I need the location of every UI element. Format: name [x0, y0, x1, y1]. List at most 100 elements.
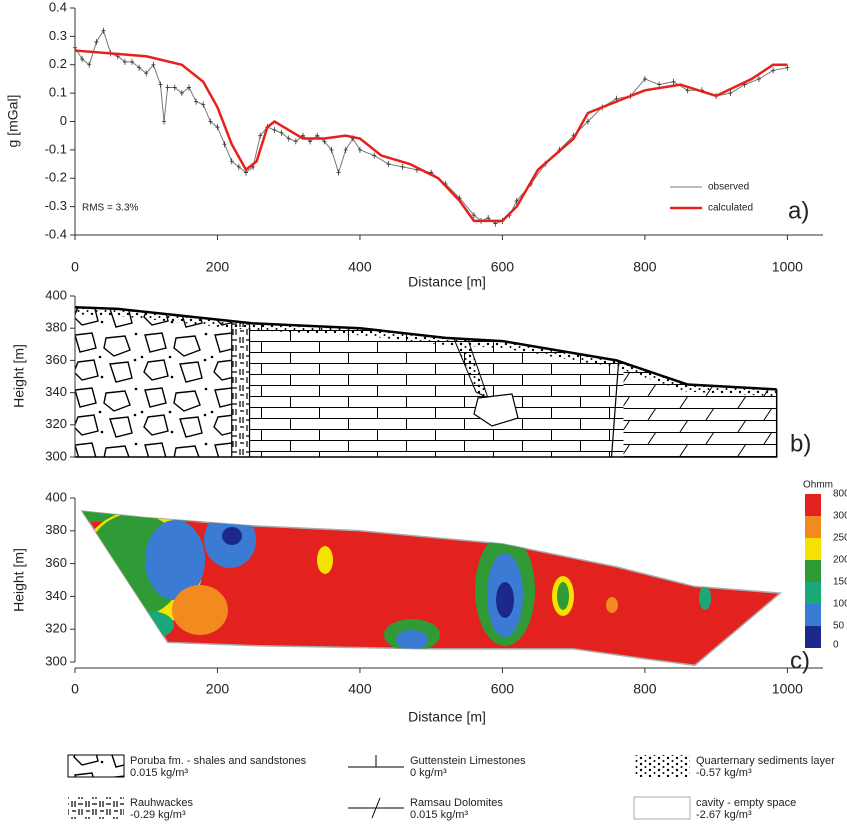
data-point: [642, 75, 647, 82]
data-point: [771, 67, 776, 74]
legend-density: 0.015 kg/m³: [130, 767, 188, 779]
geologic-unit: [249, 307, 624, 457]
x-tick-label: 600: [491, 259, 515, 275]
legend-label: Poruba fm. - shales and sandstones: [130, 755, 307, 767]
data-point: [400, 163, 405, 170]
x-axis-label: Distance [m]: [408, 274, 486, 290]
y-tick-label: 300: [45, 448, 67, 463]
legend-symbols: [67, 754, 691, 820]
data-point: [258, 132, 263, 139]
data-point: [343, 146, 348, 153]
x-tick-label: 0: [71, 259, 79, 275]
legend-label: Guttenstein Limestones: [410, 755, 526, 767]
data-point: [279, 129, 284, 136]
panel-label: b): [790, 430, 811, 457]
data-point: [179, 90, 184, 97]
y-axis-label: g [mGal]: [5, 95, 21, 148]
y-tick-label: 320: [45, 621, 67, 636]
data-point: [129, 58, 134, 65]
legend-density: -0.29 kg/m³: [130, 809, 186, 821]
data-point: [73, 44, 77, 51]
data-point: [172, 84, 177, 91]
annotation: RMS = 3.3%: [82, 203, 139, 214]
x-tick-label: 0: [71, 681, 79, 697]
y-tick-label: 0.1: [49, 85, 67, 100]
data-point: [514, 197, 519, 204]
y-tick-label: 0.2: [49, 56, 67, 71]
data-point: [162, 118, 167, 125]
y-tick-label: 360: [45, 352, 67, 367]
legend-label: Rauhwackes: [130, 797, 193, 809]
colorbar-band: [805, 538, 821, 560]
x-tick-label: 800: [633, 681, 657, 697]
section-outline: [75, 389, 778, 458]
y-tick-label: 320: [45, 416, 67, 431]
colorbar-label: 150: [833, 577, 847, 588]
data-point: [357, 146, 362, 153]
data-point: [671, 78, 676, 85]
x-tick-label: 1000: [772, 259, 803, 275]
legend-density: 0.015 kg/m³: [410, 809, 468, 821]
colorbar-label: 300: [833, 511, 847, 522]
data-point: [137, 64, 142, 71]
colorbar-label: 800: [833, 489, 847, 500]
data-point: [229, 158, 234, 165]
y-tick-label: 340: [45, 588, 67, 603]
x-tick-label: 200: [206, 681, 230, 697]
legend-label: Quarternary sediments layer: [696, 755, 835, 767]
legend-density: -0.57 kg/m³: [696, 767, 752, 779]
colorbar-label: 100: [833, 599, 847, 610]
y-tick-label: -0.3: [45, 198, 67, 213]
panel-label: c): [790, 647, 810, 674]
data-point: [201, 101, 206, 108]
data-point: [272, 127, 277, 134]
legend-density: -2.67 kg/m³: [696, 809, 752, 821]
data-point: [329, 146, 334, 153]
data-point: [756, 75, 761, 82]
y-tick-label: 340: [45, 384, 67, 399]
y-tick-label: -0.4: [45, 226, 67, 241]
data-point: [215, 124, 220, 131]
data-point: [236, 163, 241, 170]
y-tick-label: -0.1: [45, 141, 67, 156]
y-tick-label: 380: [45, 320, 67, 335]
x-tick-label: 800: [633, 259, 657, 275]
colorbar-band: [805, 494, 821, 516]
data-line: [74, 29, 788, 225]
legend-label: cavity - empty space: [696, 797, 796, 809]
colorbar-label: 250: [833, 533, 847, 544]
y-tick-label: 360: [45, 555, 67, 570]
data-point: [186, 84, 191, 91]
colorbar-band: [805, 604, 821, 626]
legend-label: calculated: [708, 203, 753, 214]
colorbar-band: [805, 560, 821, 582]
y-tick-label: 0: [60, 113, 67, 128]
colorbar-band: [805, 582, 821, 604]
data-point: [87, 61, 92, 68]
surface: [74, 306, 777, 391]
geologic-unit: [231, 307, 250, 457]
y-tick-label: 300: [45, 653, 67, 668]
data-point: [165, 84, 170, 91]
data-point: [293, 138, 298, 145]
data-point: [386, 161, 391, 168]
y-tick-label: 400: [45, 287, 67, 302]
resistivity-section: [80, 510, 783, 667]
data-point: [585, 118, 590, 125]
data-point: [101, 27, 106, 34]
x-tick-label: 400: [348, 681, 372, 697]
data-point: [728, 90, 733, 97]
data-point: [194, 98, 199, 105]
legend: Poruba fm. - shales and sandstones0.015 …: [130, 755, 835, 821]
data-point: [151, 61, 156, 68]
data-point: [222, 141, 227, 148]
y-tick-label: 380: [45, 522, 67, 537]
data-point: [372, 152, 377, 159]
data-point: [158, 81, 163, 88]
resistivity-body: [80, 510, 783, 667]
data-point: [122, 58, 127, 65]
geologic-unit: [75, 307, 232, 457]
y-tick-label: -0.2: [45, 170, 67, 185]
legend-label: observed: [708, 182, 749, 193]
